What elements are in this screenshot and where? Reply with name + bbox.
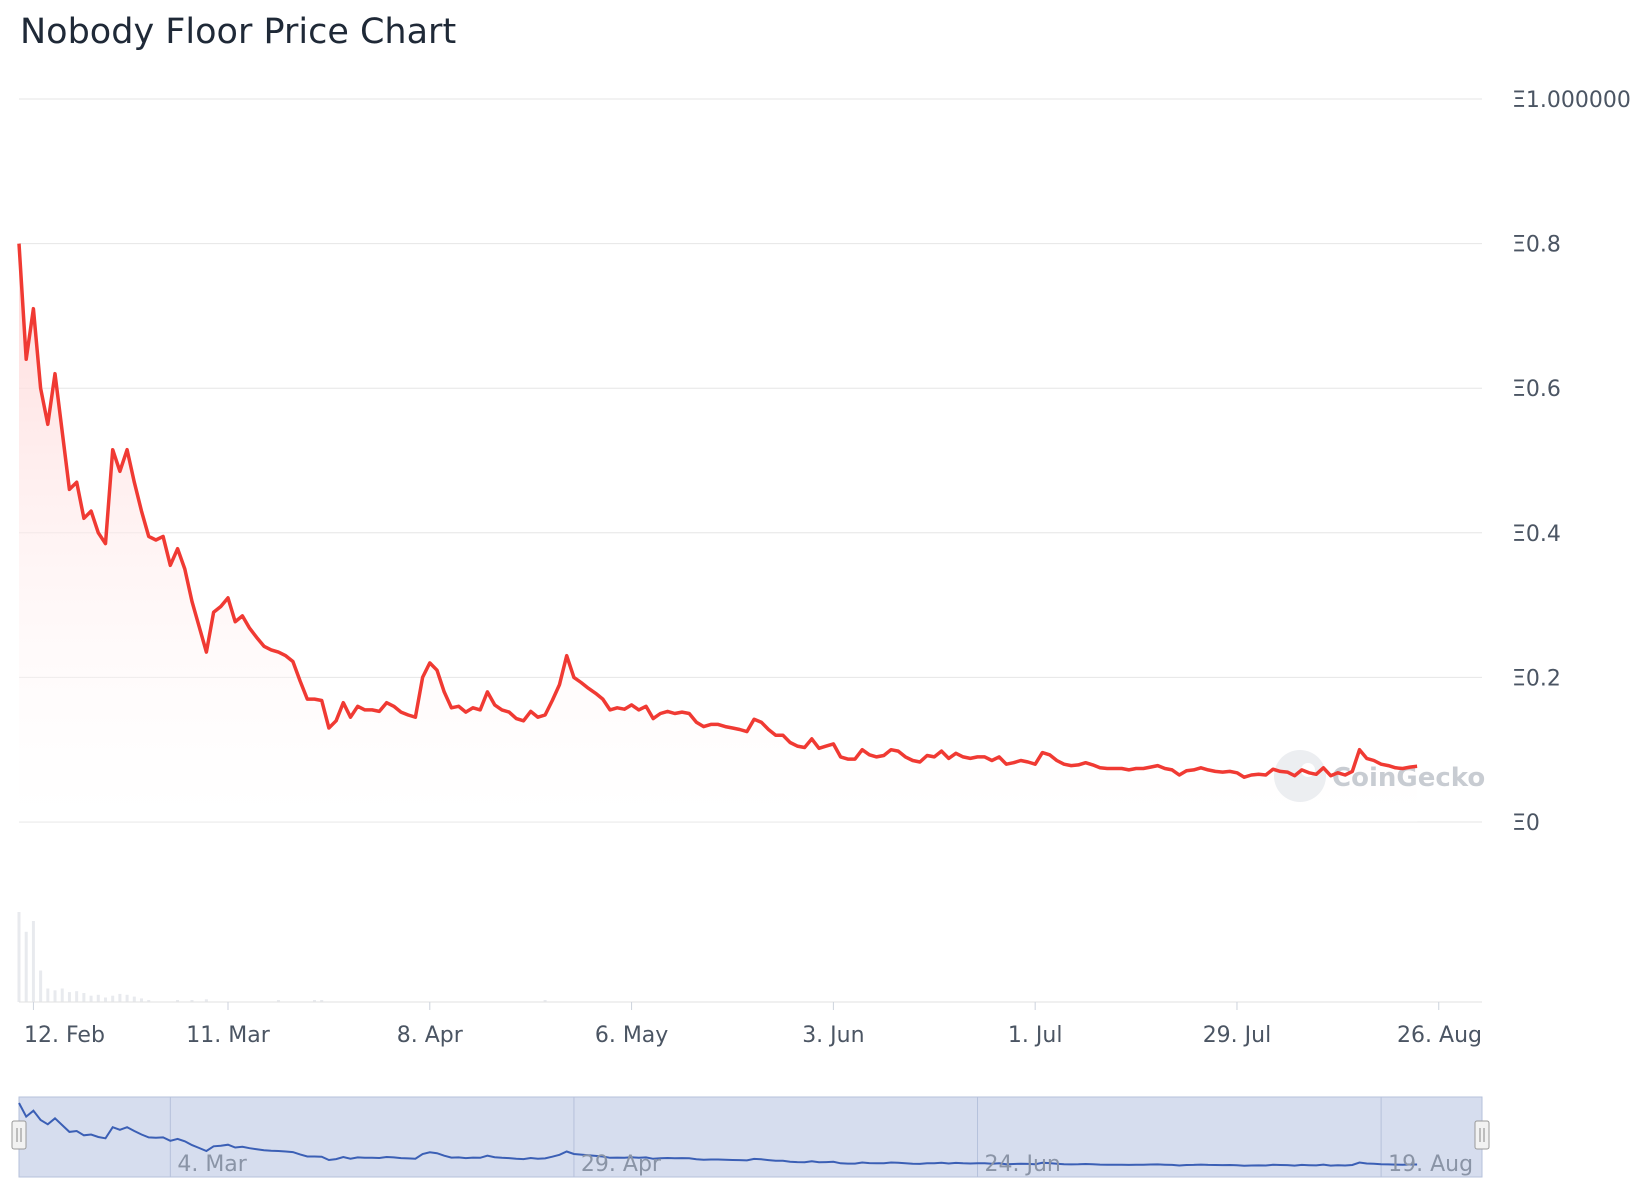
volume-bar (312, 1000, 316, 1002)
volume-bar (190, 1000, 194, 1002)
volume-bar (140, 998, 144, 1002)
volume-bar (204, 999, 208, 1002)
x-axis: 12. Feb 11. Mar 8. Apr 6. May 3. Jun 1. Jul 29… (24, 1002, 1482, 1048)
navigator-labels: 4. Mar 29. Apr 24. Jun 19. Aug (177, 1152, 1473, 1177)
navigator[interactable]: 4. Mar 29. Apr 24. Jun 19. Aug (11, 1096, 1490, 1178)
y-tick-label: Ξ0 (1512, 811, 1540, 836)
volume-bar (89, 995, 93, 1002)
x-tick-label: 6. May (595, 1023, 668, 1048)
y-tick-label: Ξ1.000000 (1512, 88, 1631, 113)
y-tick-label: Ξ0.6 (1512, 377, 1561, 402)
navigator-window[interactable] (18, 1096, 1483, 1178)
volume-bar (46, 988, 50, 1002)
x-tick-label: 8. Apr (397, 1023, 464, 1048)
x-tick-label: 11. Mar (186, 1023, 270, 1048)
volume-bar (31, 921, 35, 1002)
y-tick-label: Ξ0.2 (1512, 666, 1561, 691)
volume-bar (75, 991, 79, 1002)
volume-bar (60, 988, 64, 1002)
x-tick-label: 1. Jul (1008, 1023, 1063, 1048)
price-area (19, 243, 1418, 823)
volume-bar (132, 996, 136, 1002)
coingecko-logo-icon (1274, 750, 1326, 802)
volume-bar (176, 1000, 180, 1002)
navigator-series-line (18, 1102, 1418, 1167)
navigator-handle-left[interactable] (11, 1120, 27, 1150)
volume-bar (125, 994, 129, 1002)
navigator-label: 4. Mar (177, 1152, 247, 1177)
price-series-line[interactable] (17, 243, 1418, 779)
navigator-label: 29. Apr (581, 1152, 662, 1177)
x-tick-label: 12. Feb (24, 1023, 105, 1048)
volume-bar (111, 995, 115, 1002)
x-tick-label: 29. Jul (1203, 1023, 1272, 1048)
volume-bar (543, 1000, 547, 1002)
navigator-label: 24. Jun (985, 1152, 1061, 1177)
navigator-handle-right[interactable] (1474, 1120, 1490, 1150)
y-tick-label: Ξ0.4 (1512, 522, 1561, 547)
volume-bar (147, 1000, 151, 1002)
volume-bar (53, 990, 57, 1002)
volume-bar (39, 970, 43, 1002)
navigator-label: 19. Aug (1388, 1152, 1473, 1177)
y-axis: Ξ0 Ξ0.2 Ξ0.4 Ξ0.6 Ξ0.8 Ξ1.000000 (1512, 88, 1631, 836)
volume-bar (96, 994, 100, 1002)
volume-bar (24, 931, 28, 1002)
volume-bar (276, 1000, 280, 1002)
volume-bar (17, 912, 21, 1002)
volume-bar (118, 993, 122, 1002)
volume-bars (17, 912, 1482, 1003)
x-tick-label: 3. Jun (802, 1023, 864, 1048)
volume-bar (82, 993, 86, 1002)
y-tick-label: Ξ0.8 (1512, 233, 1561, 258)
x-tick-label: 26. Aug (1397, 1023, 1482, 1048)
volume-bar (320, 1000, 324, 1002)
volume-bar (103, 997, 107, 1002)
volume-bar (67, 992, 71, 1002)
page-title: Nobody Floor Price Chart (20, 12, 457, 52)
